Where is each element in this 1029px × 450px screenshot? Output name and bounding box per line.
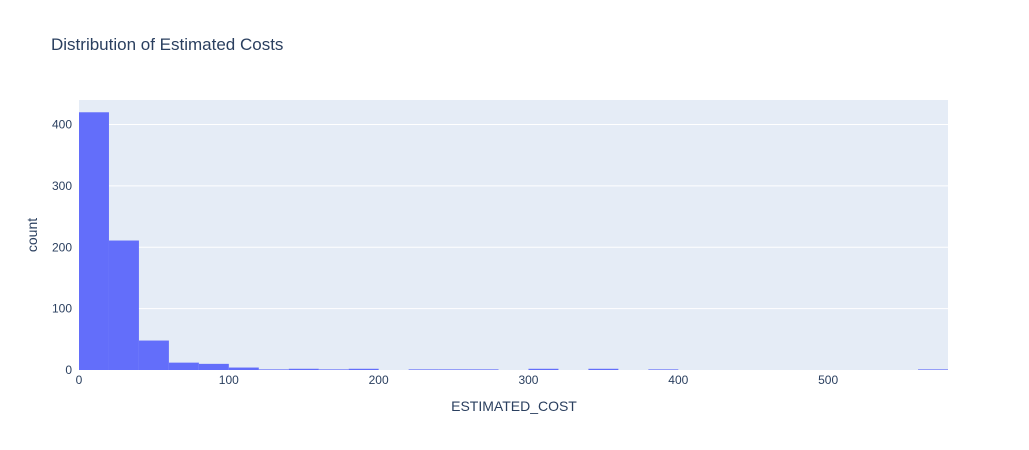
histogram-bar xyxy=(438,369,469,370)
y-tick-label: 200 xyxy=(52,240,72,254)
y-axis-ticks: 0 100 200 300 400 xyxy=(52,118,72,377)
histogram-bar xyxy=(528,368,559,370)
x-tick-label: 200 xyxy=(369,373,389,387)
histogram-bar xyxy=(288,368,319,370)
x-tick-label: 100 xyxy=(219,373,239,387)
plot-area xyxy=(79,100,948,370)
chart-title: Distribution of Estimated Costs xyxy=(51,35,283,54)
histogram-bar xyxy=(408,369,439,370)
bars xyxy=(79,112,948,370)
x-tick-label: 300 xyxy=(518,373,538,387)
gridlines xyxy=(79,124,948,310)
histogram-bar xyxy=(79,112,109,370)
histogram-bar xyxy=(258,369,289,370)
y-tick-label: 0 xyxy=(65,363,72,377)
histogram-bar xyxy=(918,369,948,370)
histogram-bar xyxy=(228,367,259,370)
x-axis-ticks: 0 100 200 300 400 500 xyxy=(76,373,839,387)
y-tick-label: 300 xyxy=(52,179,72,193)
x-tick-label: 500 xyxy=(818,373,838,387)
histogram-bar xyxy=(648,369,679,370)
histogram-bar xyxy=(198,363,229,370)
histogram-bar xyxy=(108,240,139,370)
x-tick-label: 400 xyxy=(668,373,688,387)
histogram-bar xyxy=(168,362,199,370)
histogram-bar xyxy=(588,368,619,370)
y-axis-title: count xyxy=(24,218,40,252)
y-tick-label: 400 xyxy=(52,118,72,132)
x-axis-title: ESTIMATED_COST xyxy=(451,398,577,414)
x-tick-label: 0 xyxy=(76,373,83,387)
histogram-bar xyxy=(318,369,349,370)
histogram-bar xyxy=(348,368,379,370)
histogram-bar xyxy=(138,340,169,370)
y-tick-label: 100 xyxy=(52,302,72,316)
histogram-bar xyxy=(468,369,499,370)
